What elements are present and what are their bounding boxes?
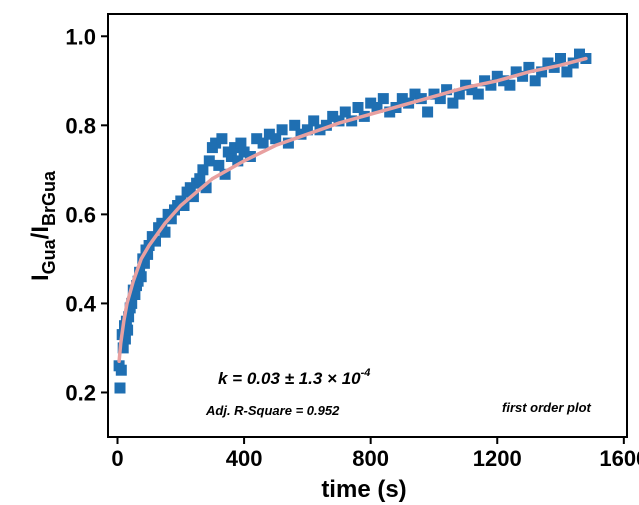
- x-tick-label: 0: [111, 446, 123, 471]
- y-axis-title: IGua/IBrGua: [27, 170, 59, 281]
- data-point: [396, 93, 408, 105]
- data-point: [308, 115, 320, 127]
- data-point: [422, 106, 434, 118]
- data-point: [235, 137, 247, 149]
- data-point: [200, 182, 212, 194]
- data-point: [460, 79, 472, 91]
- data-point: [301, 124, 313, 136]
- data-point: [276, 124, 288, 136]
- plot-type-annotation: first order plot: [502, 400, 592, 415]
- plot-frame: [107, 13, 628, 438]
- data-point: [229, 142, 241, 154]
- data-point: [453, 88, 465, 100]
- data-point: [447, 97, 459, 109]
- data-point: [129, 289, 141, 300]
- y-axis-title-main: I: [27, 274, 54, 281]
- fit-curve: [117, 56, 588, 364]
- y-axis-title-sub2: BrGua: [39, 170, 59, 226]
- data-point: [213, 159, 225, 171]
- data-point: [225, 151, 237, 162]
- data-point: [203, 155, 215, 167]
- x-axis-title: time (s): [321, 476, 406, 503]
- data-point: [333, 115, 345, 127]
- data-point: [542, 57, 554, 69]
- data-point: [428, 88, 440, 100]
- data-point: [123, 311, 135, 323]
- data-point: [472, 88, 484, 100]
- data-point: [178, 200, 190, 211]
- data-point: [270, 133, 282, 145]
- y-tick-label: 0.2: [65, 380, 96, 405]
- data-point: [210, 137, 222, 149]
- data-point: [184, 182, 196, 194]
- rate-constant-text: k = 0.03 ± 1.3 × 10: [218, 369, 361, 388]
- data-point: [117, 342, 129, 354]
- plot-area: [107, 13, 628, 438]
- data-point: [142, 248, 154, 260]
- data-point: [194, 173, 206, 185]
- data-point: [491, 70, 503, 82]
- data-point: [479, 75, 491, 87]
- data-point: [115, 364, 127, 376]
- data-point: [156, 217, 168, 229]
- data-point: [138, 257, 150, 269]
- data-point: [536, 66, 548, 78]
- y-tick-label: 1.0: [65, 24, 96, 49]
- data-point: [561, 66, 573, 78]
- data-point: [574, 48, 585, 60]
- data-point: [122, 324, 134, 336]
- data-point: [377, 93, 389, 105]
- data-point: [352, 102, 364, 113]
- y-axis: 0.2 0.4 0.6 0.8 1.0: [65, 24, 108, 405]
- data-point: [320, 119, 332, 131]
- data-point: [504, 79, 516, 91]
- data-point: [555, 53, 566, 64]
- data-point: [327, 110, 339, 122]
- data-point: [238, 146, 250, 158]
- data-point: [485, 79, 497, 91]
- data-point: [466, 84, 478, 96]
- data-point: [135, 271, 147, 283]
- data-point: [232, 155, 244, 167]
- x-tick-label: 400: [226, 446, 263, 471]
- rate-constant-exponent: -4: [361, 367, 371, 379]
- y-axis-title-sub1: Gua: [39, 238, 59, 274]
- data-point: [282, 137, 294, 149]
- data-point: [289, 119, 301, 131]
- data-point: [339, 106, 351, 118]
- y-tick-label: 0.8: [65, 113, 96, 138]
- data-point: [197, 164, 209, 176]
- data-point: [523, 61, 535, 73]
- data-point: [510, 66, 522, 78]
- data-point: [409, 88, 421, 100]
- data-point: [517, 70, 529, 82]
- data-point: [384, 106, 396, 118]
- y-tick-label: 0.4: [65, 291, 96, 316]
- data-point: [371, 102, 383, 113]
- data-point: [434, 93, 446, 105]
- data-point: [263, 128, 275, 140]
- x-tick-label: 1200: [473, 446, 522, 471]
- rate-constant-annotation: k = 0.03 ± 1.3 × 10-4: [218, 367, 370, 388]
- data-point: [251, 133, 263, 145]
- data-point: [295, 128, 307, 140]
- data-point: [159, 226, 171, 238]
- data-point: [119, 333, 131, 345]
- data-point: [529, 75, 541, 87]
- data-point: [257, 137, 269, 149]
- data-point: [126, 297, 138, 309]
- x-tick-label: 800: [352, 446, 389, 471]
- y-axis-title-sep: /I: [27, 226, 54, 239]
- data-point: [216, 133, 228, 145]
- r-square-annotation: Adj. R-Square = 0.952: [205, 403, 340, 418]
- y-tick-label: 0.6: [65, 202, 96, 227]
- data-point: [365, 97, 377, 109]
- data-point: [441, 84, 453, 96]
- data-point: [150, 235, 161, 247]
- data-point: [219, 168, 231, 180]
- data-point: [114, 382, 126, 394]
